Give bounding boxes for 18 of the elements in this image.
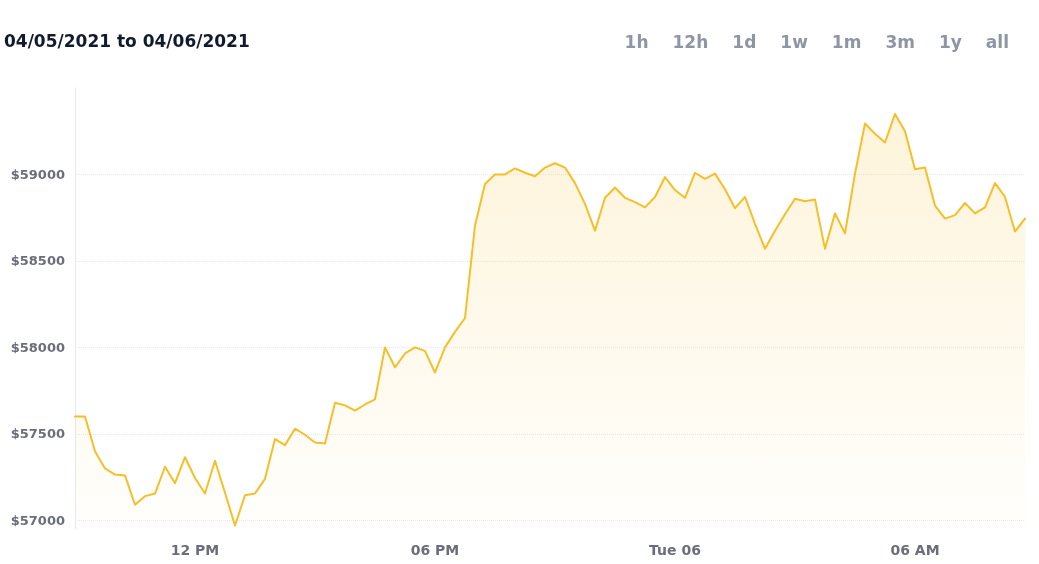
text: all [984, 31, 1010, 54]
chart-title: 04/05/2021 to 04/06/2021 [4, 31, 250, 51]
text: 1y [937, 31, 963, 54]
text: 3m [884, 31, 916, 54]
x-tick-label: Tue 06 [649, 542, 701, 558]
y-tick-label: $58500 [10, 253, 65, 269]
text: 1h [623, 31, 650, 54]
x-tick-label: 12 PM [170, 542, 220, 558]
text: 1d [731, 31, 758, 54]
text: 12h [671, 31, 710, 54]
x-tick-label: 06 AM [890, 542, 940, 558]
x-tick-label: 06 PM [410, 542, 460, 558]
y-tick-label: $57500 [10, 426, 65, 442]
text: 1m [830, 31, 863, 54]
y-tick-label: $58000 [10, 339, 65, 355]
text: 1w [779, 31, 809, 54]
y-tick-label: $57000 [10, 512, 65, 528]
y-tick-label: $59000 [10, 166, 65, 182]
